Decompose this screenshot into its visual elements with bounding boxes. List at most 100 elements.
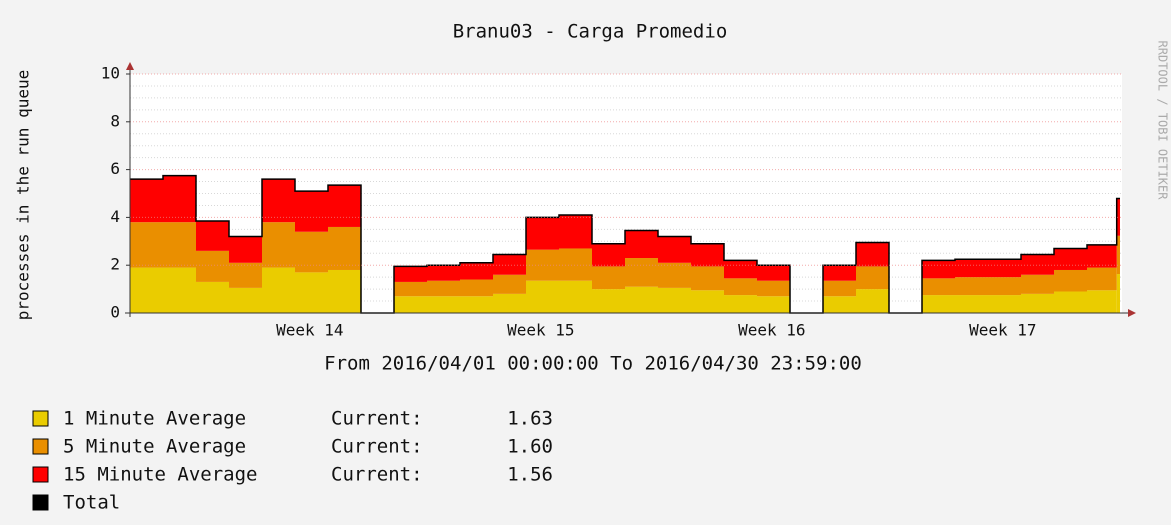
legend-label: 5 Minute Average xyxy=(63,436,246,458)
area-step xyxy=(988,259,1021,278)
area-step xyxy=(493,293,526,313)
area-step xyxy=(592,243,625,267)
area-step xyxy=(1087,290,1117,313)
legend-label: Total xyxy=(63,492,120,514)
y-arrow xyxy=(126,62,134,70)
area-step xyxy=(922,295,955,313)
area-step xyxy=(691,266,724,291)
area-step xyxy=(955,259,988,278)
area-step xyxy=(427,265,460,281)
area-step xyxy=(823,296,856,313)
area-step xyxy=(262,267,295,313)
chart-title: Branu03 - Carga Promedio xyxy=(453,21,728,43)
legend-current-text: Current: xyxy=(331,464,423,486)
area-step xyxy=(328,269,361,313)
legend-swatch xyxy=(32,410,49,427)
area-step xyxy=(229,287,262,313)
legend-current-value: 1.60 xyxy=(507,436,553,458)
legend-swatch xyxy=(32,494,49,511)
legend-swatch xyxy=(32,466,49,483)
area-step xyxy=(1054,291,1087,313)
area-step xyxy=(295,272,328,313)
area-step xyxy=(460,262,493,280)
area-step xyxy=(295,191,328,232)
area-step xyxy=(262,222,295,268)
area-step xyxy=(856,289,889,313)
area-step xyxy=(856,242,889,267)
area-step xyxy=(757,280,790,297)
area-step xyxy=(526,280,559,313)
area-step xyxy=(922,260,955,279)
area-step xyxy=(526,217,559,250)
area-step xyxy=(559,280,592,313)
area-step xyxy=(592,266,625,290)
area-step xyxy=(460,296,493,313)
x-tick-label: Week 15 xyxy=(507,321,574,340)
watermark: RRDTOOL / TOBI OETIKER xyxy=(1156,41,1170,201)
area-step xyxy=(1116,235,1120,275)
area-step xyxy=(1054,248,1087,270)
area-step xyxy=(1021,254,1054,275)
area-step xyxy=(493,254,526,275)
legend-label: 1 Minute Average xyxy=(63,408,246,430)
area-step xyxy=(691,290,724,313)
area-step xyxy=(922,278,955,296)
area-step xyxy=(724,278,757,296)
area-step xyxy=(427,280,460,297)
area-step xyxy=(1087,267,1117,291)
legend-current-value: 1.56 xyxy=(507,464,553,486)
area-step xyxy=(130,222,163,268)
area-step xyxy=(724,295,757,313)
y-tick-label: 10 xyxy=(101,64,120,83)
legend-current-text: Current: xyxy=(331,436,423,458)
area-step xyxy=(955,295,988,313)
area-step xyxy=(988,295,1021,313)
x-arrow xyxy=(1128,309,1136,317)
area-step xyxy=(559,215,592,249)
area-step xyxy=(658,287,691,313)
legend-current-value: 1.63 xyxy=(507,408,553,430)
y-tick-label: 2 xyxy=(110,255,120,274)
area-step xyxy=(394,296,427,313)
x-tick-label: Week 14 xyxy=(276,321,343,340)
area-step xyxy=(856,266,889,290)
area-step xyxy=(229,262,262,288)
area-step xyxy=(526,249,559,281)
area-step xyxy=(757,296,790,313)
area-step xyxy=(658,236,691,263)
y-axis-label: processes in the run queue xyxy=(14,70,33,320)
area-step xyxy=(295,231,328,273)
y-tick-label: 8 xyxy=(110,111,120,130)
area-step xyxy=(559,248,592,281)
area-step xyxy=(130,179,163,223)
area-step xyxy=(163,222,196,268)
area-step xyxy=(130,267,163,313)
area-step xyxy=(1021,293,1054,313)
x-axis-label: From 2016/04/01 00:00:00 To 2016/04/30 2… xyxy=(324,353,862,375)
area-step xyxy=(460,279,493,297)
y-tick-label: 4 xyxy=(110,207,120,226)
area-step xyxy=(658,262,691,288)
area-step xyxy=(196,220,229,251)
area-step xyxy=(823,265,856,281)
area-step xyxy=(691,243,724,267)
area-step xyxy=(592,289,625,313)
area-step xyxy=(625,286,658,313)
legend-swatch xyxy=(32,438,49,455)
area-step xyxy=(328,185,361,227)
y-tick-label: 6 xyxy=(110,159,120,178)
area-step xyxy=(196,281,229,313)
area-step xyxy=(493,274,526,294)
area-step xyxy=(1087,244,1117,268)
area-step xyxy=(724,260,757,279)
area-step xyxy=(1021,274,1054,294)
y-tick-label: 0 xyxy=(110,303,120,322)
area-step xyxy=(229,236,262,263)
x-tick-label: Week 16 xyxy=(738,321,805,340)
area-step xyxy=(1054,269,1087,292)
area-step xyxy=(196,250,229,282)
area-step xyxy=(427,296,460,313)
area-step xyxy=(955,277,988,296)
